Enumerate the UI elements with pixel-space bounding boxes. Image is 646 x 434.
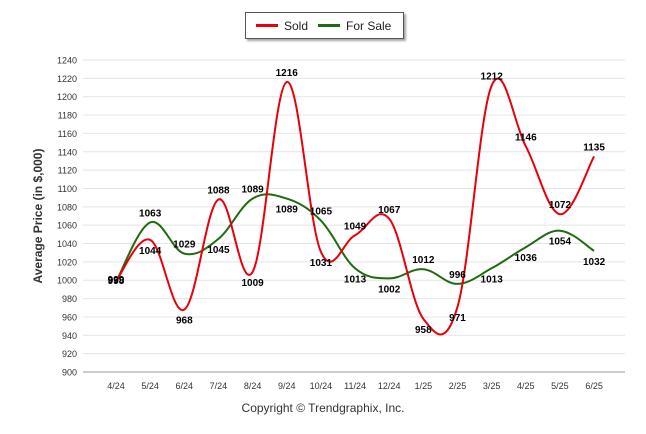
x-tick-label: 6/25	[585, 381, 603, 391]
x-tick-label: 4/24	[107, 381, 125, 391]
legend-label-sold: Sold	[284, 18, 309, 33]
x-tick-label: 2/25	[449, 381, 467, 391]
x-tick-label: 6/24	[176, 381, 194, 391]
series-lines	[115, 77, 595, 336]
x-tick-label: 5/25	[551, 381, 569, 391]
data-label-for-sale: 1089	[276, 205, 299, 216]
y-tick-label: 1200	[57, 92, 77, 102]
data-label-for-sale: 1065	[310, 207, 333, 218]
data-label-for-sale: 1089	[241, 185, 264, 196]
data-label-sold: 958	[415, 325, 432, 336]
data-label-sold: 1049	[344, 221, 367, 232]
x-tick-label: 1/25	[415, 381, 433, 391]
y-tick-label: 900	[62, 368, 77, 378]
y-tick-label: 1060	[57, 221, 77, 231]
data-label-sold: 1088	[207, 185, 230, 196]
data-label-for-sale: 1036	[515, 253, 538, 264]
data-label-for-sale: 1012	[412, 255, 435, 266]
y-tick-label: 1220	[57, 74, 77, 84]
y-tick-label: 920	[62, 349, 77, 359]
data-label-for-sale: 996	[449, 270, 466, 281]
data-label-for-sale: 1002	[378, 284, 401, 295]
y-tick-label: 1080	[57, 202, 77, 212]
y-tick-label: 1120	[58, 166, 77, 176]
x-tick-label: 3/25	[483, 381, 501, 391]
y-tick-label: 1180	[58, 111, 77, 121]
data-label-sold: 1009	[241, 278, 264, 289]
data-label-for-sale: 1045	[207, 245, 230, 256]
y-tick-label: 960	[62, 312, 77, 322]
data-label-for-sale: 1063	[139, 208, 162, 219]
legend-item-sold[interactable]: Sold	[256, 13, 308, 38]
legend: Sold For Sale	[245, 12, 404, 39]
data-label-for-sale: 1013	[344, 274, 367, 285]
data-label-for-sale: 1013	[481, 274, 504, 285]
y-tick-label: 980	[62, 294, 77, 304]
legend-swatch-for-sale	[318, 24, 340, 27]
plot-area	[83, 60, 625, 372]
x-tick-label: 9/24	[278, 381, 296, 391]
data-label-sold: 999	[108, 275, 125, 286]
y-tick-label: 1140	[58, 147, 77, 157]
axes: 900 920 940 960 980 1000 1020 1040 1060 1080 1100 1…	[31, 56, 625, 391]
x-tick-label: 11/24	[344, 381, 366, 391]
data-label-for-sale: 1029	[173, 240, 196, 251]
data-label-sold: 1072	[549, 200, 572, 211]
series-line-sold	[115, 77, 595, 336]
y-axis-title: Average Price (in $,000)	[31, 149, 45, 284]
y-tick-label: 1240	[57, 56, 77, 66]
y-tick-label: 1040	[57, 239, 77, 249]
legend-item-for-sale[interactable]: For Sale	[318, 13, 391, 38]
y-tick-label: 1100	[58, 184, 77, 194]
data-label-sold: 1146	[515, 132, 537, 143]
data-label-for-sale: 998	[108, 276, 125, 287]
x-tick-label: 8/24	[244, 381, 262, 391]
grid-lines	[83, 59, 625, 373]
data-label-sold: 1044	[139, 246, 162, 257]
data-label-for-sale: 1054	[549, 237, 572, 248]
x-tick-label: 10/24	[310, 381, 333, 391]
y-tick-label: 1160	[58, 129, 77, 139]
legend-label-for-sale: For Sale	[346, 18, 392, 33]
x-tick-label: 12/24	[378, 381, 401, 391]
data-label-sold: 1031	[310, 258, 333, 269]
x-tick-label: 5/24	[141, 381, 159, 391]
data-label-sold: 968	[176, 316, 193, 327]
y-tick-label: 940	[62, 331, 77, 341]
data-label-sold: 1135	[583, 142, 605, 153]
data-label-sold: 971	[449, 313, 466, 324]
copyright-footer: Copyright © Trendgraphix, Inc.	[241, 401, 405, 415]
x-tick-label: 4/25	[517, 381, 535, 391]
x-tick-label: 7/24	[210, 381, 228, 391]
y-tick-label: 1020	[57, 257, 77, 267]
legend-swatch-sold	[256, 24, 278, 27]
y-tick-label: 1000	[57, 276, 77, 286]
data-label-for-sale: 1032	[583, 257, 606, 268]
series-line-for-sale	[115, 193, 595, 285]
data-label-sold: 1216	[276, 68, 299, 79]
data-labels: 999 1044 968 1088 1009 1216 1031 1049 1067 958 971…	[108, 68, 606, 336]
data-label-sold: 1212	[481, 72, 504, 83]
data-label-sold: 1067	[378, 205, 401, 216]
